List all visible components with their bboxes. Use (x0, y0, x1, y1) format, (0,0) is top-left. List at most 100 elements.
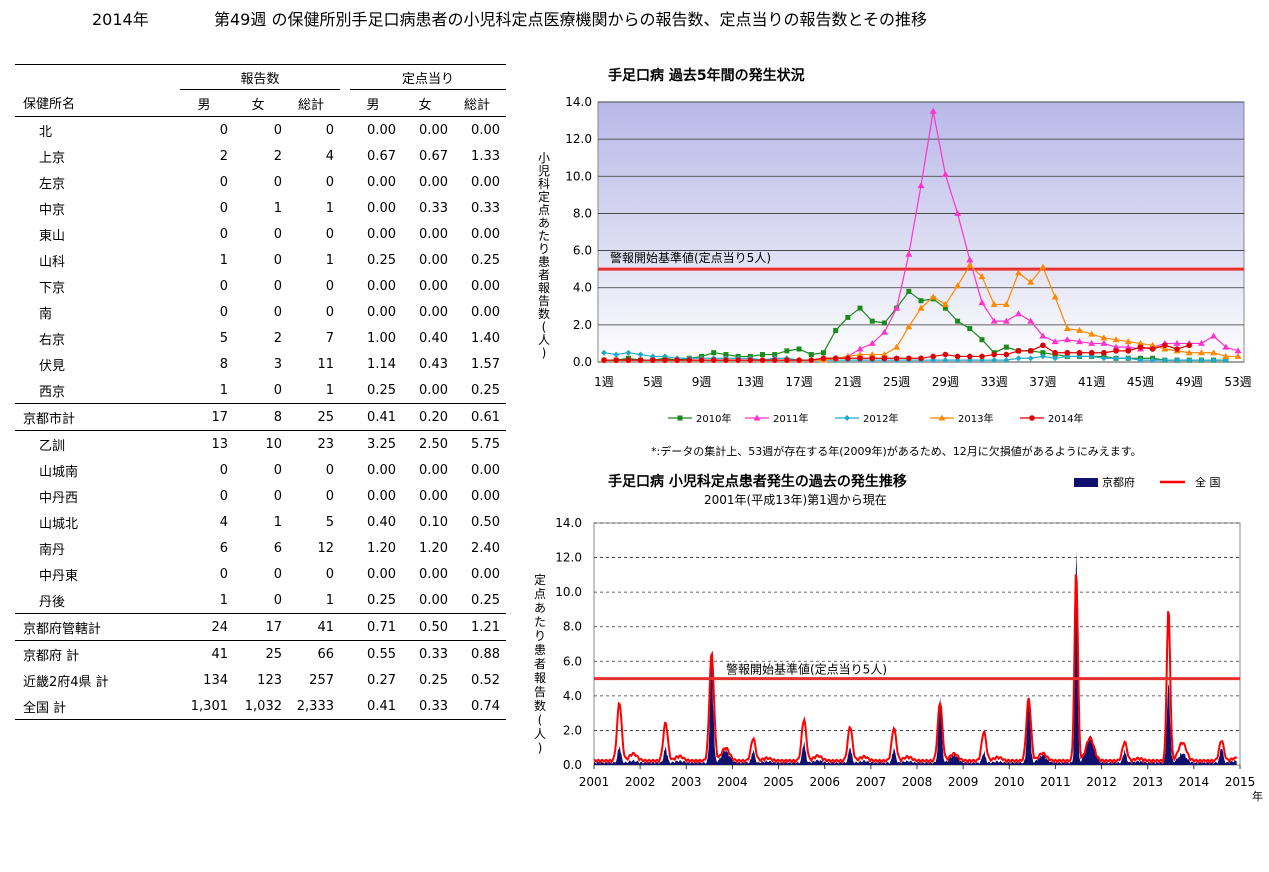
cell-male-rate: 1.20 (367, 540, 396, 556)
table-row: 乙訓 13 10 23 3.25 2.50 5.75 (15, 431, 506, 458)
data-point (1027, 278, 1035, 285)
data-point (868, 339, 876, 346)
data-point (1051, 293, 1059, 300)
cell-total: 0 (325, 278, 334, 294)
table-row: 近畿2府4県 計 134 123 257 0.27 0.25 0.52 (15, 667, 506, 693)
y-tick-label: 2.0 (573, 318, 592, 332)
data-point (1210, 349, 1218, 356)
cell-female: 0 (273, 382, 282, 398)
legend-marker (677, 415, 683, 421)
data-point (1100, 355, 1107, 362)
table-row: 上京 2 2 4 0.67 0.67 1.33 (15, 143, 506, 169)
data-point (893, 355, 900, 362)
ylabel-char: 者 (534, 657, 546, 671)
data-point (759, 357, 766, 363)
data-point (674, 357, 680, 363)
data-point (1186, 357, 1193, 364)
ylabel-char: 数 (534, 698, 546, 713)
y-tick-label: 10.0 (555, 585, 582, 599)
cell-female: 2 (273, 148, 282, 164)
page-title: 2014年 第49週 の保健所別手足口病患者の小児科定点医療機関からの報告数、定… (0, 6, 1269, 29)
cell-total-rate: 0.33 (471, 200, 500, 216)
legend-label-kyoto: 京都府 (1102, 475, 1135, 489)
cell-male: 0 (219, 174, 228, 190)
national-line (593, 574, 1238, 765)
x-tick-label: 2005 (763, 775, 794, 789)
data-point (1149, 346, 1156, 352)
y-tick-label: 8.0 (563, 620, 582, 634)
col-header-male: 男 (180, 89, 234, 117)
x-tick-label: 2008 (902, 775, 933, 789)
data-point (1003, 351, 1010, 358)
cell-female: 3 (273, 356, 282, 372)
data-point (613, 357, 619, 363)
data-point (1051, 338, 1059, 345)
legend-marker (1029, 415, 1035, 421)
title-year: 2014年 (92, 10, 149, 29)
row-name: 東山 (39, 228, 66, 244)
x-tick-label: 45週 (1127, 375, 1154, 389)
cell-male-rate: 0.00 (367, 304, 396, 320)
cell-female: 0 (273, 122, 282, 138)
cell-male: 134 (203, 672, 228, 688)
cell-female-rate: 0.50 (402, 613, 454, 641)
data-point (1234, 347, 1242, 354)
data-point (1197, 349, 1205, 356)
data-point (1113, 355, 1120, 362)
data-point (1161, 345, 1169, 352)
x-tick-label: 5週 (643, 375, 663, 389)
data-point (698, 357, 705, 363)
ylabel-char: 定 (534, 572, 546, 587)
x-tick-label: 2009 (948, 775, 979, 789)
col-header-total-rate: 総計 (454, 89, 506, 117)
data-point (686, 357, 693, 363)
cell-male-rate: 0.00 (367, 122, 396, 138)
data-point (857, 305, 863, 311)
data-point (1076, 349, 1083, 356)
cell-female-rate: 0.00 (419, 462, 448, 478)
data-point (1198, 357, 1205, 364)
legend-label: 2012年 (863, 412, 898, 425)
row-name: 近畿2府4県 計 (23, 674, 109, 690)
cell-female: 0 (273, 174, 282, 190)
cell-female-rate: 0.00 (419, 382, 448, 398)
x-tick-label: 2011 (1040, 775, 1071, 789)
title-text: 第49週 の保健所別手足口病患者の小児科定点医療機関からの報告数、定点当りの報告… (214, 10, 927, 29)
cell-male: 8 (219, 356, 228, 372)
data-point (637, 351, 644, 358)
table-row: 山科 1 0 1 0.25 0.00 0.25 (15, 247, 506, 273)
cell-male-rate: 0.00 (367, 226, 396, 242)
cell-female: 8 (234, 403, 288, 431)
x-tick-label: 2007 (856, 775, 887, 789)
ylabel-char: 点 (538, 203, 550, 217)
ylabel-char: 定 (538, 189, 550, 204)
data-point (1052, 355, 1059, 362)
cell-male-rate: 0.67 (367, 148, 396, 164)
cell-male-rate: 0.00 (367, 174, 396, 190)
data-point (1003, 344, 1009, 350)
data-point (1039, 353, 1046, 360)
x-tick-label: 2001 (579, 775, 610, 789)
series-line (603, 352, 1226, 361)
data-point (929, 293, 937, 300)
data-point (918, 355, 924, 362)
ylabel-char: 数 (538, 306, 550, 321)
cell-male: 0 (219, 200, 228, 216)
cell-total-rate: 0.74 (454, 693, 506, 720)
cell-total-rate: 2.40 (471, 540, 500, 556)
data-point (1149, 357, 1156, 364)
data-point (941, 300, 949, 307)
cell-total: 5 (325, 514, 334, 530)
col-group-per-site: 定点当り (350, 64, 506, 90)
row-name: 京都市計 (15, 403, 180, 431)
data-point (833, 327, 839, 333)
y-tick-label: 0.0 (563, 758, 582, 772)
row-name: 京都府 計 (23, 648, 80, 664)
data-point (1222, 343, 1230, 350)
data-point (929, 107, 937, 114)
data-point (1234, 352, 1242, 359)
cell-total-rate: 0.88 (471, 646, 500, 662)
cell-female: 0 (273, 462, 282, 478)
data-point (1161, 357, 1168, 364)
cell-total-rate: 0.61 (454, 403, 506, 431)
